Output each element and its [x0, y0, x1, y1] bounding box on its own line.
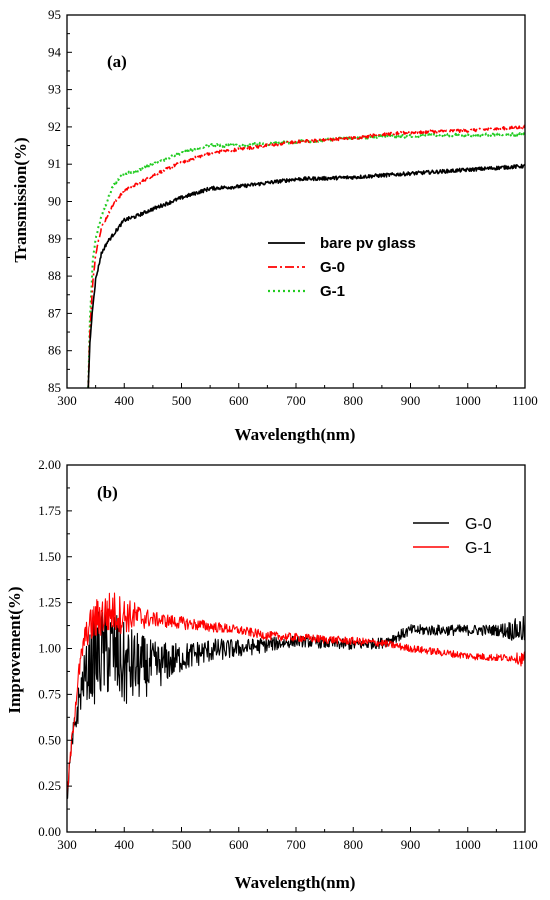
legend-label: G-1 [465, 540, 492, 557]
series-line-g-1 [87, 132, 525, 388]
x-tick-label: 700 [286, 393, 306, 408]
plot-frame [66, 14, 526, 389]
y-tick-label: 89 [48, 231, 61, 246]
legend-label: G-0 [465, 516, 492, 533]
x-tick-label: 1100 [512, 837, 538, 852]
x-axis-label-a: Wavelength(nm) [235, 425, 356, 444]
x-tick-label: 1000 [455, 837, 481, 852]
series-group-a [87, 124, 525, 388]
x-tick-label: 600 [229, 837, 249, 852]
y-tick-label: 85 [48, 380, 61, 395]
y-tick-label: 0.00 [38, 824, 61, 839]
y-tick-label: 2.00 [38, 457, 61, 472]
y-tick-label: 88 [48, 268, 61, 283]
x-tick-label: 400 [115, 393, 135, 408]
y-tick-label: 92 [48, 119, 61, 134]
legend-label: G-1 [320, 283, 345, 300]
y-tick-label: 1.00 [38, 641, 61, 656]
x-tick-label: 800 [344, 837, 364, 852]
y-tick-label: 0.75 [38, 686, 61, 701]
axes-a: 300 400 500 600 700 800 900 1000 1100 85 86 87 88 89 9… [48, 7, 538, 408]
panel-label-b: (b) [97, 483, 118, 502]
x-tick-label: 400 [115, 837, 135, 852]
y-tick-label: 0.25 [38, 778, 61, 793]
y-tick-label: 1.50 [38, 549, 61, 564]
series-group-b [67, 592, 525, 799]
y-tick-label: 86 [48, 343, 62, 358]
x-tick-label: 300 [57, 837, 77, 852]
y-tick-label: 1.75 [38, 503, 61, 518]
y-tick-label: 1.25 [38, 595, 61, 610]
y-tick-label: 93 [48, 82, 61, 97]
x-tick-label: 500 [172, 837, 192, 852]
y-tick-label: 87 [48, 305, 62, 320]
x-tick-label: 1000 [455, 393, 481, 408]
y-axis-label-b: Improvement(%) [5, 586, 24, 713]
x-tick-label: 900 [401, 837, 421, 852]
panel-label-a: (a) [107, 52, 127, 71]
legend-label: bare pv glass [320, 235, 416, 252]
x-tick-label: 700 [286, 837, 306, 852]
y-tick-label: 95 [48, 7, 61, 22]
series-line-g-0 [87, 124, 525, 388]
x-tick-label: 600 [229, 393, 249, 408]
axes-b: 300 400 500 600 700 800 900 1000 1100 0.00 0.25 0.5… [38, 457, 538, 852]
plot-frame [66, 464, 526, 833]
y-tick-label: 90 [48, 194, 61, 209]
legend-a: bare pv glass G-0 G-1 [268, 235, 416, 300]
x-tick-label: 500 [172, 393, 192, 408]
chart-panel-a: (a) 300 400 500 600 700 800 900 1000 1100 85 86 87 8… [11, 7, 538, 444]
series-line-bare-pv-glass [87, 163, 525, 388]
x-tick-label: 800 [344, 393, 364, 408]
x-tick-label: 300 [57, 393, 77, 408]
chart-panel-b: (b) 300 400 500 600 700 800 900 1000 1100 0.00 0.2… [5, 457, 538, 892]
series-line-g-1 [67, 592, 525, 795]
y-tick-label: 94 [48, 44, 62, 59]
y-tick-label: 0.50 [38, 732, 61, 747]
legend-b: G-0G-1 [413, 516, 492, 557]
y-tick-label: 91 [48, 156, 61, 171]
legend-label: G-0 [320, 259, 345, 276]
x-tick-label: 1100 [512, 393, 538, 408]
x-axis-label-b: Wavelength(nm) [235, 873, 356, 892]
x-tick-label: 900 [401, 393, 421, 408]
y-axis-label-a: Transmission(%) [11, 137, 30, 262]
series-line-g-0 [67, 608, 525, 799]
